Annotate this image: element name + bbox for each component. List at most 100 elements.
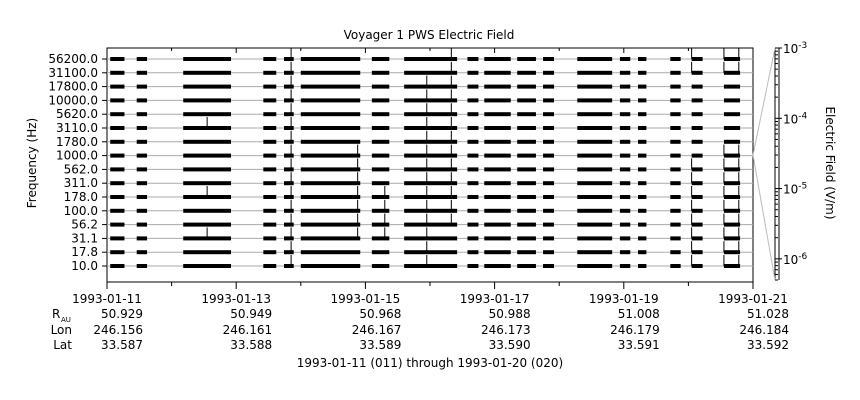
- data-bar: [517, 153, 536, 158]
- ephem-label-lat: Lat: [53, 338, 72, 352]
- data-bar: [371, 195, 390, 199]
- data-bar: [110, 57, 125, 61]
- data-bar: [484, 250, 511, 255]
- y-tick-label: 31.1: [71, 231, 98, 245]
- data-bar: [263, 84, 277, 89]
- data-bar: [577, 57, 613, 61]
- data-bar: [723, 139, 741, 144]
- data-bar: [371, 181, 390, 186]
- data-bar: [484, 70, 511, 75]
- data-bar: [284, 222, 294, 227]
- frequency-axis: 10.017.831.156.2100.0178.0311.0562.01000…: [48, 52, 107, 273]
- data-bar: [136, 126, 148, 130]
- data-bar: [543, 264, 555, 268]
- data-bar: [284, 126, 294, 130]
- data-bar: [484, 264, 511, 268]
- data-bar: [670, 167, 681, 172]
- data-bar: [543, 84, 555, 89]
- data-bar: [577, 208, 613, 213]
- data-bar: [619, 264, 631, 268]
- data-bars: [110, 57, 741, 268]
- data-bar: [404, 84, 458, 89]
- data-bar: [110, 264, 125, 268]
- data-bar: [723, 222, 741, 227]
- data-bar: [670, 126, 681, 130]
- plot-frame: [106, 47, 754, 283]
- data-bar: [517, 70, 536, 75]
- y-tick-label: 10.0: [71, 259, 98, 273]
- data-bar: [543, 112, 555, 117]
- data-bar: [517, 181, 536, 186]
- data-bar: [110, 236, 125, 241]
- data-bar: [691, 112, 703, 117]
- data-bar: [577, 126, 613, 130]
- data-bar: [723, 57, 741, 61]
- data-bar: [577, 236, 613, 241]
- data-bar: [183, 139, 232, 144]
- data-bar: [300, 236, 361, 241]
- data-bar: [670, 84, 681, 89]
- data-bar: [300, 126, 361, 130]
- data-bar: [263, 181, 277, 186]
- data-bar: [263, 236, 277, 241]
- data-bar: [619, 98, 631, 103]
- data-bar: [467, 139, 479, 144]
- colorbar-tick-label: 10-4: [783, 111, 808, 126]
- data-bar: [577, 250, 613, 255]
- ephem-lat-value: 33.589: [359, 338, 401, 352]
- data-bar: [467, 126, 479, 130]
- data-bar: [543, 208, 555, 213]
- data-bar: [484, 181, 511, 186]
- data-bar: [670, 112, 681, 117]
- data-bar: [619, 250, 631, 255]
- data-bar: [691, 195, 703, 199]
- data-bar: [136, 195, 148, 199]
- data-bar: [484, 208, 511, 213]
- data-bar: [619, 153, 631, 158]
- colorbar-connector-top: [752, 47, 776, 156]
- data-bar: [517, 222, 536, 227]
- data-bar: [670, 57, 681, 61]
- data-bar: [577, 98, 613, 103]
- data-bar: [110, 167, 125, 172]
- time-axis: 1993-01-11 1993-01-13 1993-01-15 1993-01-17…: [72, 48, 788, 306]
- data-bar: [263, 70, 277, 75]
- data-bar: [638, 222, 647, 227]
- data-bar: [467, 98, 479, 103]
- data-bar: [467, 167, 479, 172]
- data-bar: [484, 222, 511, 227]
- data-bar: [517, 112, 536, 117]
- data-bar: [136, 84, 148, 89]
- data-bar: [691, 208, 703, 213]
- ephem-r-value: 50.988: [489, 307, 531, 321]
- data-bar: [619, 195, 631, 199]
- data-bar: [300, 195, 361, 199]
- data-bar: [404, 250, 458, 255]
- data-bar: [263, 167, 277, 172]
- data-bar: [183, 167, 232, 172]
- ephem-label-r-sub: AU: [61, 316, 71, 324]
- data-bar: [723, 70, 741, 75]
- data-bar: [691, 236, 703, 241]
- plot-border: [106, 47, 754, 283]
- data-bar: [638, 139, 647, 144]
- data-bar: [404, 57, 458, 61]
- data-bar: [136, 98, 148, 103]
- ephem-lat-value: 33.591: [618, 338, 660, 352]
- data-bar: [670, 153, 681, 158]
- electric-field-scale: 10-6 10-5 10-4 10-3: [752, 41, 808, 281]
- data-bar: [263, 208, 277, 213]
- data-bar: [404, 195, 458, 199]
- data-bar: [404, 112, 458, 117]
- ephem-lon-value: 246.167: [352, 323, 402, 337]
- data-bar: [183, 84, 232, 89]
- data-bar: [517, 236, 536, 241]
- data-bar: [619, 126, 631, 130]
- x-tick-label: 1993-01-17: [460, 292, 530, 306]
- data-bar: [136, 70, 148, 75]
- data-bar: [300, 208, 361, 213]
- data-bar: [691, 57, 703, 61]
- x-tick-label: 1993-01-13: [201, 292, 271, 306]
- data-bar: [300, 264, 361, 268]
